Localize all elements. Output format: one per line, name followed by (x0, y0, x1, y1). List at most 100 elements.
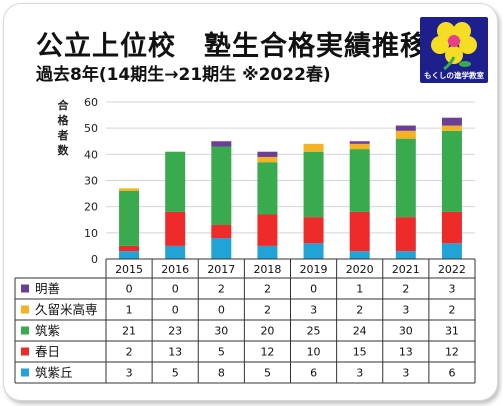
data-label: 0 (310, 283, 317, 296)
data-label: 30 (399, 325, 413, 338)
bar-segment (119, 188, 140, 191)
bar-segment (349, 141, 370, 144)
data-label: 2 (126, 346, 133, 359)
bar-segment (211, 224, 232, 239)
bar-segment (303, 217, 324, 244)
x-tick-label: 2017 (207, 263, 235, 276)
data-label: 5 (264, 367, 271, 380)
chart-subtitle: 過去8年(14期生→21期生 ※2022春) (36, 65, 331, 85)
data-label: 5 (218, 346, 225, 359)
legend-swatch (21, 368, 29, 377)
chart-title: 公立上位校 塾生合格実績推移 (36, 31, 428, 62)
legend-label: 筑紫丘 (35, 365, 73, 380)
data-label: 2 (356, 304, 363, 317)
data-label: 6 (310, 367, 317, 380)
data-label: 3 (126, 367, 133, 380)
bar-segment (395, 217, 416, 252)
bar-segment (303, 243, 324, 259)
y-tick-label: 50 (84, 122, 98, 135)
data-label: 0 (126, 283, 133, 296)
data-label: 2 (264, 283, 271, 296)
y-tick-label: 30 (84, 175, 98, 188)
data-label: 2 (448, 304, 455, 317)
y-axis-label: 合格者数 (57, 99, 69, 157)
bar-segment (257, 156, 278, 163)
bar-segment (349, 149, 370, 212)
bar-segment (303, 143, 324, 152)
data-label: 3 (402, 304, 409, 317)
data-label: 12 (445, 346, 459, 359)
data-label: 6 (448, 367, 455, 380)
data-label: 3 (356, 367, 363, 380)
bar-segment (119, 245, 140, 252)
legend-label: 筑紫 (35, 323, 60, 338)
x-tick-label: 2018 (253, 263, 281, 276)
bar-segment (441, 211, 462, 244)
bar-segment (257, 214, 278, 246)
data-label: 24 (353, 325, 367, 338)
bar-segment (165, 151, 186, 212)
bar-segment (119, 251, 140, 259)
data-label: 23 (168, 325, 182, 338)
bar-segment (211, 141, 232, 147)
x-tick-label: 2020 (346, 263, 374, 276)
legend-swatch (21, 326, 29, 335)
bar-segment (303, 151, 324, 218)
school-logo: もくしの進学教室 (420, 17, 488, 83)
bar-segment (211, 146, 232, 225)
data-label: 13 (168, 346, 182, 359)
data-label: 12 (260, 346, 274, 359)
bar-segment (257, 162, 278, 215)
bar-segment (165, 211, 186, 246)
legend-label: 明善 (35, 281, 60, 296)
bar-segment (349, 211, 370, 252)
data-label: 3 (448, 283, 455, 296)
bar-segment (257, 245, 278, 259)
data-label: 31 (445, 325, 459, 338)
data-label: 5 (172, 367, 179, 380)
legend-swatch (21, 305, 29, 314)
legend-label: 春日 (35, 344, 60, 359)
x-tick-label: 2019 (300, 263, 328, 276)
x-tick-label: 2022 (438, 263, 466, 276)
bar-segment (165, 245, 186, 259)
y-tick-label: 10 (84, 227, 98, 240)
data-label: 0 (172, 283, 179, 296)
x-tick-label: 2021 (392, 263, 420, 276)
bar-segment (395, 125, 416, 131)
flower-icon (431, 22, 477, 71)
bar-segment (441, 130, 462, 212)
bar-segment (395, 251, 416, 259)
data-label: 1 (126, 304, 133, 317)
bar-segment (395, 138, 416, 218)
data-label: 8 (218, 367, 225, 380)
data-label: 15 (353, 346, 367, 359)
legend-label: 久留米高専 (35, 302, 98, 317)
x-tick-label: 2016 (161, 263, 189, 276)
data-label: 0 (172, 304, 179, 317)
data-label: 2 (218, 283, 225, 296)
logo-text: もくしの進学教室 (424, 71, 484, 80)
data-label: 3 (310, 304, 317, 317)
bar-segment (349, 143, 370, 150)
data-label: 1 (356, 283, 363, 296)
x-tick-label: 2015 (115, 263, 143, 276)
data-label: 2 (264, 304, 271, 317)
legend-swatch (21, 284, 29, 293)
data-label: 10 (307, 346, 321, 359)
y-tick-label: 20 (84, 201, 98, 214)
bar-segment (349, 251, 370, 259)
bar-segment (257, 151, 278, 157)
bar-segment (119, 190, 140, 246)
data-label: 13 (399, 346, 413, 359)
y-tick-label: 60 (84, 96, 98, 109)
bar-segment (441, 243, 462, 259)
bar-segment (211, 238, 232, 259)
data-label: 25 (307, 325, 321, 338)
legend-swatch (21, 347, 29, 356)
y-tick-label: 0 (91, 253, 98, 266)
y-tick-label: 40 (84, 148, 98, 161)
data-label: 20 (260, 325, 274, 338)
data-label: 3 (402, 367, 409, 380)
